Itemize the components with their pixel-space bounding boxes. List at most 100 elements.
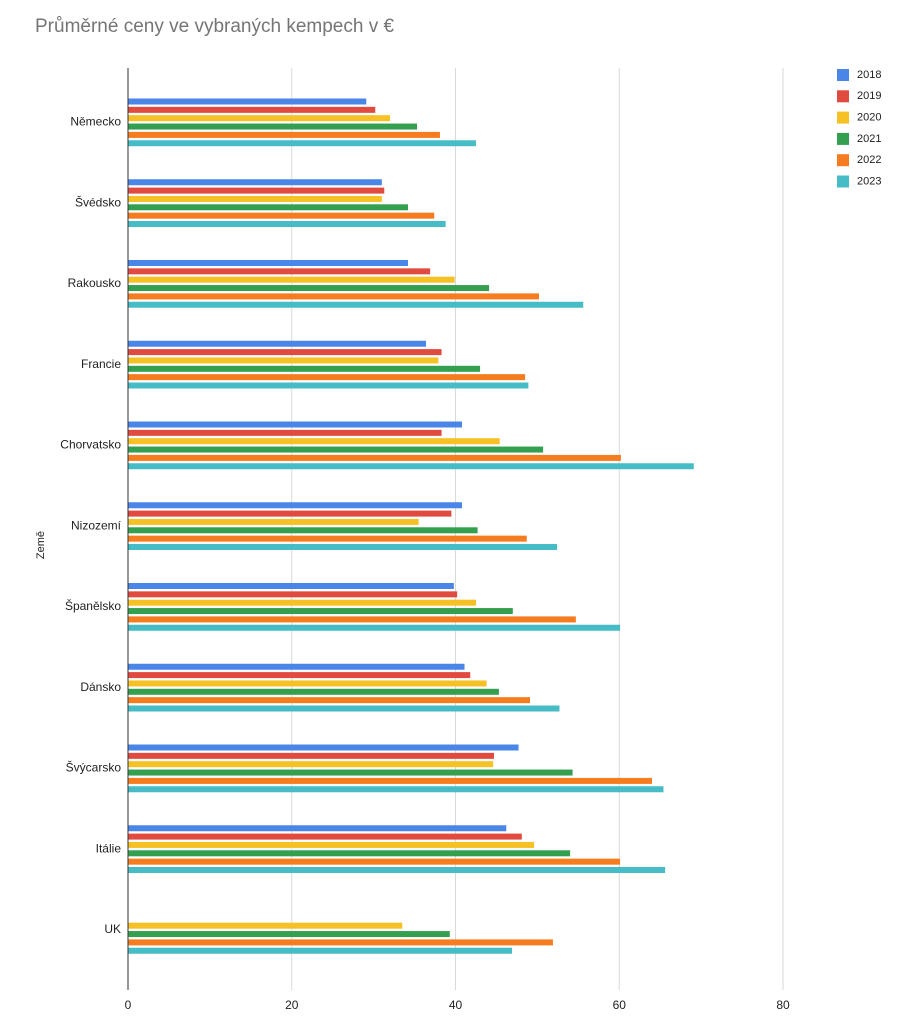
category-label: Chorvatsko <box>60 438 121 452</box>
bar[interactable] <box>128 340 427 347</box>
category-label: Švédsko <box>75 194 121 209</box>
bar[interactable] <box>128 438 500 445</box>
legend-swatch <box>837 132 849 145</box>
bar[interactable] <box>128 357 439 364</box>
bar[interactable] <box>128 752 494 759</box>
bar[interactable] <box>128 608 513 615</box>
bar[interactable] <box>128 212 435 219</box>
bar[interactable] <box>128 544 558 550</box>
legend-swatch <box>837 69 849 81</box>
bar[interactable] <box>128 672 471 679</box>
bar[interactable] <box>128 179 382 186</box>
bar[interactable] <box>128 527 478 534</box>
x-tick-label: 40 <box>449 998 463 1012</box>
bar[interactable] <box>128 454 621 461</box>
legend-label: 2021 <box>857 133 881 145</box>
bar[interactable] <box>128 518 419 525</box>
category-group <box>128 663 560 712</box>
category-labels: Německo Švédsko Rakousko Francie Chorvatsko N… <box>60 115 121 937</box>
category-group <box>128 744 664 793</box>
bar[interactable] <box>128 221 446 227</box>
category-label: Švýcarsko <box>66 760 122 775</box>
bar[interactable] <box>128 349 442 356</box>
bar[interactable] <box>128 841 535 848</box>
bar[interactable] <box>128 786 664 793</box>
bar[interactable] <box>128 624 621 631</box>
bar[interactable] <box>128 365 481 372</box>
bar[interactable] <box>128 382 529 389</box>
bar[interactable] <box>128 850 571 857</box>
legend-item[interactable]: 2023 <box>837 175 881 188</box>
bar[interactable] <box>128 140 476 147</box>
x-tick-label: 60 <box>613 998 627 1012</box>
bar[interactable] <box>128 374 526 381</box>
bar[interactable] <box>128 858 621 865</box>
bar[interactable] <box>128 744 519 751</box>
category-label: Španělsko <box>65 598 121 613</box>
bar[interactable] <box>128 510 452 517</box>
category-label: Rakousko <box>68 276 122 290</box>
x-tick-labels: 0 20 40 60 80 <box>125 998 790 1012</box>
legend-swatch <box>837 154 849 167</box>
bar[interactable] <box>128 131 440 138</box>
category-label: Nizozemí <box>71 518 122 532</box>
bar[interactable] <box>128 187 385 194</box>
legend-item[interactable]: 2021 <box>837 133 881 145</box>
bar[interactable] <box>128 583 454 589</box>
bar[interactable] <box>128 429 442 436</box>
bar[interactable] <box>128 931 450 938</box>
bar[interactable] <box>128 591 458 598</box>
bar[interactable] <box>128 947 512 954</box>
legend[interactable]: 2018 2019 2020 2021 2022 2023 <box>837 69 881 188</box>
legend-item[interactable]: 2020 <box>837 112 881 124</box>
bar[interactable] <box>128 268 431 275</box>
category-group <box>128 502 558 550</box>
legend-label: 2023 <box>857 175 881 187</box>
bar[interactable] <box>128 98 367 105</box>
bar[interactable] <box>128 922 403 929</box>
bar[interactable] <box>128 833 522 840</box>
bar[interactable] <box>128 616 576 623</box>
bar[interactable] <box>128 867 666 873</box>
bar[interactable] <box>128 446 544 453</box>
bar[interactable] <box>128 777 652 784</box>
category-group <box>128 922 553 954</box>
bar[interactable] <box>128 535 527 542</box>
x-tick-label: 80 <box>776 998 790 1012</box>
bar[interactable] <box>128 599 476 606</box>
bar[interactable] <box>128 705 560 712</box>
legend-item[interactable]: 2022 <box>837 154 881 167</box>
legend-label: 2018 <box>857 69 881 81</box>
bar[interactable] <box>128 421 463 428</box>
bar[interactable] <box>128 260 409 266</box>
bar[interactable] <box>128 204 409 211</box>
bar[interactable] <box>128 285 490 292</box>
category-label: Německo <box>70 115 121 129</box>
category-group <box>128 179 446 227</box>
x-tick-label: 0 <box>125 998 132 1012</box>
bar[interactable] <box>128 106 376 113</box>
bar[interactable] <box>128 502 463 509</box>
bar[interactable] <box>128 761 494 768</box>
bar[interactable] <box>128 663 465 670</box>
bar[interactable] <box>128 115 390 122</box>
category-group <box>128 340 529 389</box>
chart-title: Průměrné ceny ve vybraných kempech v € <box>35 16 395 37</box>
bar[interactable] <box>128 276 455 283</box>
category-label: UK <box>104 922 121 936</box>
bar[interactable] <box>128 769 573 776</box>
bar[interactable] <box>128 463 694 470</box>
bar[interactable] <box>128 680 487 687</box>
legend-item[interactable]: 2019 <box>837 90 881 103</box>
legend-item[interactable]: 2018 <box>837 69 881 81</box>
bar[interactable] <box>128 939 553 946</box>
bar[interactable] <box>128 697 531 704</box>
bars-layer <box>128 98 694 954</box>
bar[interactable] <box>128 301 584 308</box>
bar[interactable] <box>128 825 507 832</box>
bar[interactable] <box>128 688 499 695</box>
bar[interactable] <box>128 293 540 300</box>
bar[interactable] <box>128 195 382 202</box>
y-axis-title: Země <box>35 531 47 559</box>
bar[interactable] <box>128 123 418 130</box>
